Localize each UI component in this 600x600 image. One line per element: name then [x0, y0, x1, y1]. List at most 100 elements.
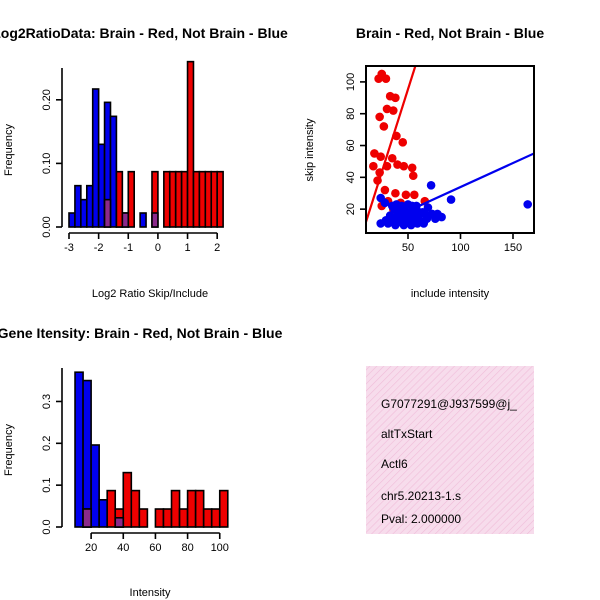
scatter-point — [380, 185, 390, 195]
scatter-point — [391, 220, 400, 230]
log2-ratio-histogram: Log2RatioData: Brain - Red, Not Brain - … — [0, 25, 288, 300]
histogram-bar — [154, 508, 165, 528]
scatter-point — [376, 152, 386, 161]
histogram-bar — [97, 143, 106, 228]
gene-intensity-histogram: Gene Itensity: Brain - Red, Not Brain - … — [0, 325, 283, 599]
y-tick-label: 0.3 — [41, 394, 53, 409]
event-id: G7077291@J937599@j_ — [381, 397, 517, 411]
y-tick-label: 0.00 — [41, 216, 53, 237]
histogram-bar — [162, 508, 173, 528]
histogram-bar — [82, 508, 92, 528]
scatter-point — [437, 212, 446, 222]
scatter-point — [391, 188, 400, 198]
intensity-scatter-plot: Brain - Red, Not Brain - Blue 50 100 150 20… — [304, 25, 544, 300]
histogram-bar — [202, 508, 213, 528]
x-tick-label: 150 — [504, 242, 522, 254]
chart-title: Gene Itensity: Brain - Red, Not Brain - … — [0, 325, 283, 341]
scatter-point — [389, 106, 398, 115]
histogram-bar — [90, 444, 100, 528]
x-tick-label: 1 — [184, 242, 190, 254]
histogram-bar — [85, 184, 94, 228]
x-tick-label: 40 — [117, 542, 129, 554]
y-tick-label: 0.10 — [41, 153, 53, 174]
x-axis-label: include intensity — [411, 288, 490, 300]
histogram-bar — [82, 379, 92, 528]
scatter-point — [410, 190, 419, 200]
scatter-point — [399, 161, 409, 171]
histogram-bar — [216, 170, 224, 228]
scatter-point — [375, 112, 384, 122]
gene-locus: chr5.20213-1.s — [381, 489, 461, 503]
y-tick-label: 20 — [345, 203, 357, 215]
x-tick-label: 100 — [211, 542, 229, 554]
x-tick-label: -1 — [123, 242, 133, 254]
histogram-bar — [204, 170, 213, 228]
histogram-bar — [109, 115, 118, 228]
x-tick-label: -3 — [64, 242, 74, 254]
histogram-bar — [68, 212, 76, 228]
y-axis-label: skip intensity — [304, 118, 316, 181]
gene-symbol: Actl6 — [381, 457, 408, 471]
gene-info-box: G7077291@J937599@j_ altTxStart Actl6 chr… — [366, 366, 534, 534]
histogram-bar — [139, 212, 147, 228]
y-tick-label: 60 — [345, 139, 357, 151]
histogram-bar — [138, 508, 149, 528]
histogram-bar — [122, 471, 133, 528]
y-tick-label: 40 — [345, 171, 357, 183]
scatter-point — [399, 220, 409, 230]
scatter-point — [401, 190, 411, 200]
histogram-bar — [91, 88, 100, 228]
scatter-point — [398, 138, 408, 147]
y-tick-label: 80 — [345, 108, 357, 120]
x-tick-label: 80 — [181, 542, 193, 554]
y-axis-label: Frequency — [3, 424, 15, 476]
x-axis-label: Log2 Ratio Skip/Include — [92, 288, 208, 300]
scatter-point — [380, 198, 390, 208]
y-tick-label: 0.2 — [41, 436, 53, 451]
histogram-bar — [103, 198, 112, 228]
chart-title: Log2RatioData: Brain - Red, Not Brain - … — [0, 25, 288, 41]
plot-frame — [365, 65, 535, 234]
scatter-point — [374, 74, 383, 84]
x-tick-label: -2 — [94, 242, 104, 254]
scatter-point — [446, 195, 456, 204]
histogram-bar — [178, 508, 189, 528]
histogram-bar — [198, 170, 207, 228]
scatter-point — [408, 171, 418, 181]
histogram-bar — [98, 499, 108, 528]
scatter-point — [413, 219, 422, 228]
scatter-point — [379, 122, 389, 131]
y-tick-label: 0.0 — [41, 519, 53, 534]
histogram-bar — [194, 489, 205, 528]
histogram-bar — [114, 516, 125, 528]
scatter-point — [407, 163, 417, 173]
histogram-bar — [127, 170, 135, 228]
histogram-bar — [218, 489, 229, 528]
x-tick-label: 100 — [451, 242, 469, 254]
histogram-bar — [121, 212, 130, 228]
x-tick-label: 20 — [85, 542, 97, 554]
scatter-point — [426, 180, 436, 190]
histogram-bar — [170, 489, 181, 528]
scatter-point — [381, 74, 391, 84]
histogram-bar — [74, 371, 84, 528]
scatter-point — [387, 153, 397, 163]
x-tick-label: 60 — [149, 542, 161, 554]
histogram-bar — [186, 489, 197, 528]
event-type: altTxStart — [381, 427, 433, 441]
scatter-point — [419, 219, 429, 228]
regression-line — [380, 152, 534, 225]
scatter-point — [523, 200, 532, 209]
histogram-bar — [130, 489, 141, 528]
y-tick-label: 0.20 — [41, 89, 53, 110]
histogram-bar — [210, 170, 218, 228]
histogram-bar — [163, 170, 171, 228]
histogram-bar — [106, 489, 117, 528]
histogram-bar — [192, 170, 201, 228]
scatter-point — [423, 203, 433, 212]
x-tick-label: 0 — [155, 242, 161, 254]
histogram-bar — [180, 170, 189, 228]
histogram-bar — [80, 198, 88, 228]
histogram-bar — [115, 170, 124, 228]
